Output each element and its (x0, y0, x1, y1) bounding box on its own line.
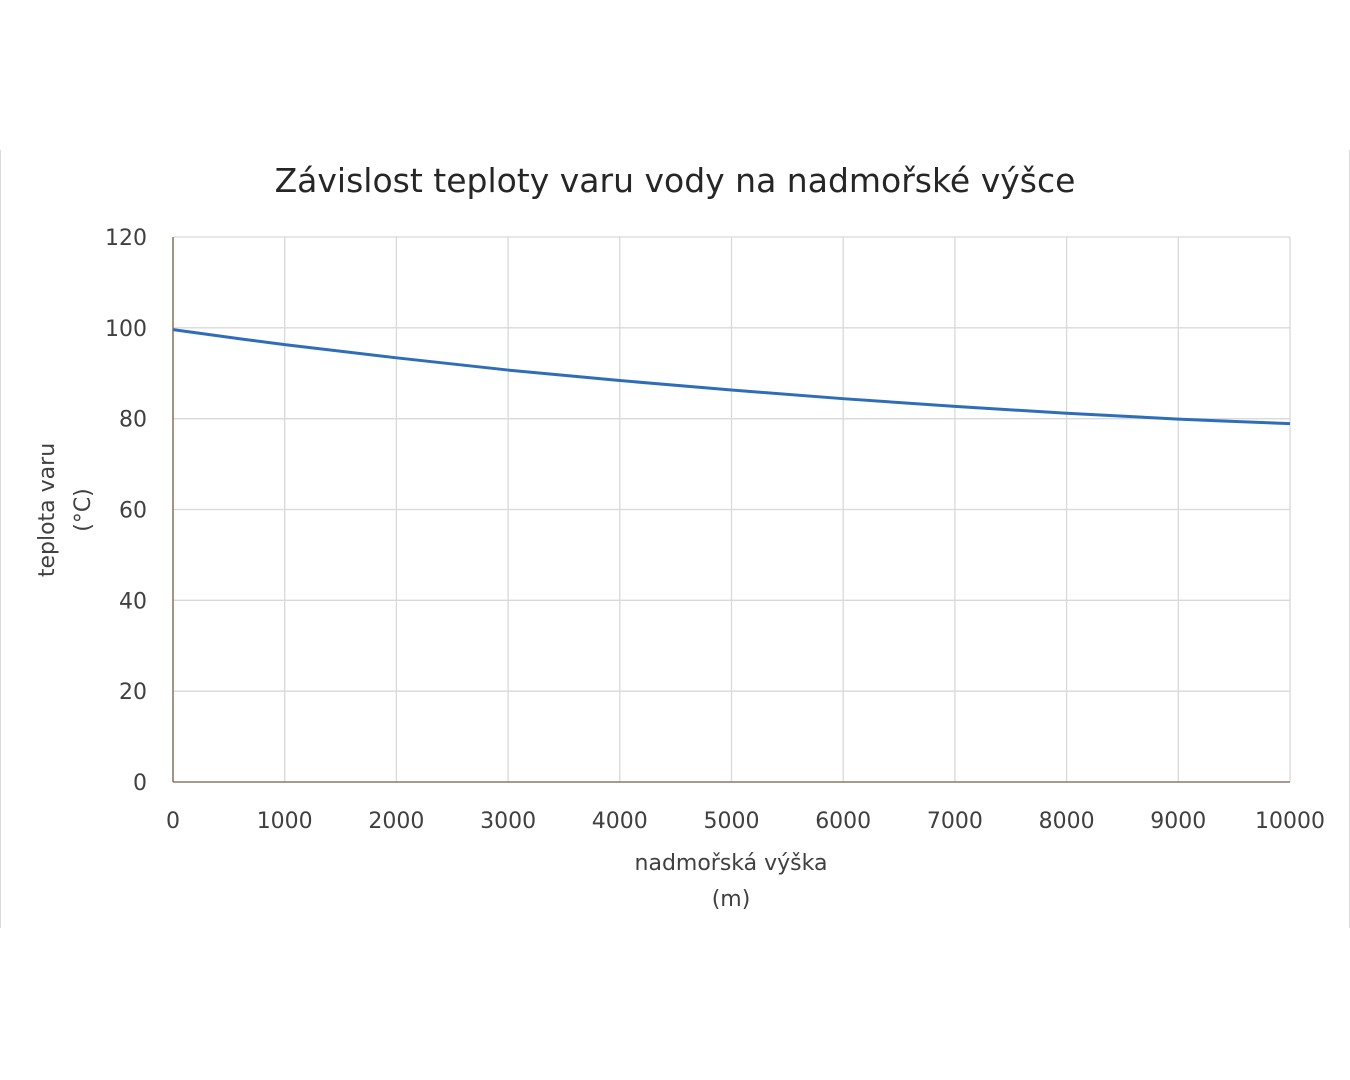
y-tick-label: 100 (105, 317, 147, 342)
y-tick-label: 0 (133, 771, 147, 796)
x-tick-label: 4000 (592, 809, 648, 834)
x-tick-label: 5000 (704, 809, 760, 834)
x-tick-label: 10000 (1255, 809, 1325, 834)
x-tick-label: 6000 (815, 809, 871, 834)
series-layer (172, 328, 1291, 426)
y-axis-title-line-1: teplota varu (35, 443, 60, 577)
x-axis-title-line-2: (m) (712, 887, 751, 912)
axis-titles: nadmořská výška (m) teplota varu (°C) (35, 443, 827, 912)
chart-title: Závislost teploty varu vody na nadmořské… (275, 161, 1076, 200)
y-tick-label: 120 (105, 226, 147, 251)
x-tick-label: 8000 (1039, 809, 1095, 834)
y-axis-title-line-2: (°C) (71, 488, 96, 532)
grid-lines (173, 236, 1291, 782)
y-tick-label: 60 (119, 499, 147, 524)
x-tick-label: 2000 (368, 809, 424, 834)
x-axis-title-line-1: nadmořská výška (635, 851, 828, 876)
x-tick-label: 3000 (480, 809, 536, 834)
x-tick-label: 7000 (927, 809, 983, 834)
y-tick-label: 20 (119, 680, 147, 705)
x-tick-label: 0 (166, 809, 180, 834)
x-tick-label: 1000 (257, 809, 313, 834)
tick-labels: 0 1000 2000 3000 4000 5000 6000 7000 8000 9000 100… (105, 226, 1325, 834)
x-tick-label: 9000 (1150, 809, 1206, 834)
y-tick-label: 40 (119, 589, 147, 614)
series-line (172, 328, 1291, 426)
y-tick-label: 80 (119, 408, 147, 433)
axes (172, 237, 1290, 783)
